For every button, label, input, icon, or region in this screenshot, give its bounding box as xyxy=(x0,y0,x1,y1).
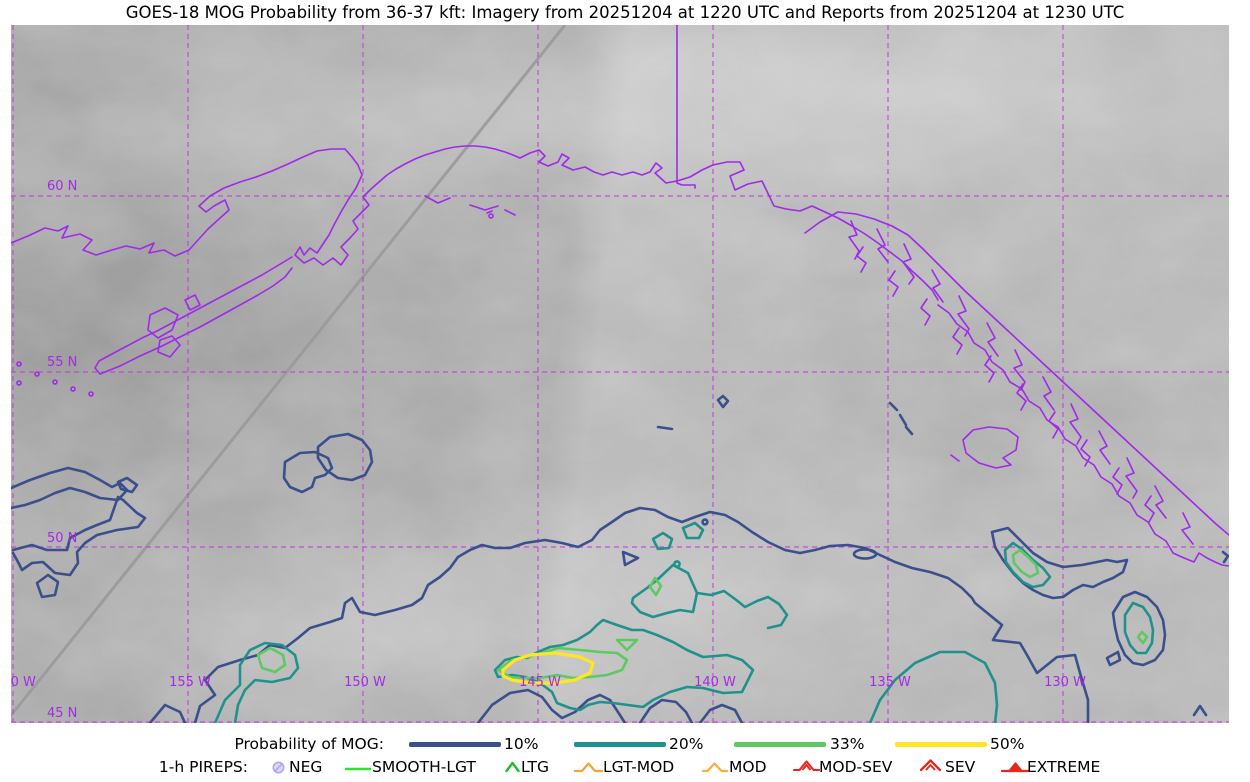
sev-icon xyxy=(919,758,942,777)
pirep-neg-label: NEG xyxy=(289,758,323,776)
pirep-extreme-label: EXTREME xyxy=(1027,758,1101,776)
border-141w xyxy=(676,25,696,189)
cloud-texture-layer xyxy=(11,25,1229,723)
lon-label-135w: 135 W xyxy=(869,675,911,690)
mog-33pct-label: 33% xyxy=(830,735,865,753)
lat-label-50n: 50 N xyxy=(47,531,78,546)
mod-icon xyxy=(701,759,729,778)
pirep-sev-label: SEV xyxy=(945,758,976,776)
mog-50pct-line xyxy=(895,742,987,747)
mog-33pct-line xyxy=(734,742,826,747)
pireps-legend-title: 1-h PIREPS: xyxy=(158,758,248,776)
pirep-ltg-label: LTG xyxy=(521,758,549,776)
page-title: GOES-18 MOG Probability from 36-37 kft: … xyxy=(125,3,1125,22)
contour-10pct xyxy=(11,394,1229,723)
mog-50pct-label: 50% xyxy=(990,735,1025,753)
smooth-lgt-icon xyxy=(344,760,372,779)
lgt-mod-icon xyxy=(573,759,604,778)
neg-icon xyxy=(270,759,287,780)
pirep-mod-label: MOD xyxy=(729,758,767,776)
map-canvas: 60 N 55 N 50 N 45 N 160 W 155 W 150 W 14… xyxy=(11,25,1229,723)
mod-sev-icon xyxy=(792,758,821,777)
pirep-lgt-mod-label: LGT-MOD xyxy=(603,758,675,776)
pirep-smooth-lgt-label: SMOOTH-LGT xyxy=(372,758,476,776)
lon-label-160w: 160 W xyxy=(11,675,36,690)
lat-label-60n: 60 N xyxy=(47,179,78,194)
map-graphics xyxy=(11,25,1229,723)
mog-legend-title: Probability of MOG: xyxy=(234,735,384,753)
lat-label-55n: 55 N xyxy=(47,355,78,370)
mog-10pct-line xyxy=(409,742,501,747)
mog-20pct-label: 20% xyxy=(669,735,704,753)
lon-label-130w: 130 W xyxy=(1044,675,1086,690)
lat-label-45n: 45 N xyxy=(47,706,78,721)
gridline-layer xyxy=(11,25,1229,723)
mog-20pct-line xyxy=(574,742,666,747)
lon-label-155w: 155 W xyxy=(169,675,211,690)
mog-10pct-label: 10% xyxy=(504,735,539,753)
coastline-layer xyxy=(11,25,1229,567)
ltg-icon xyxy=(504,759,521,778)
lon-label-145w: 145 W xyxy=(519,675,561,690)
lon-label-150w: 150 W xyxy=(344,675,386,690)
extreme-icon xyxy=(1000,759,1031,778)
lon-label-140w: 140 W xyxy=(694,675,736,690)
pirep-mod-sev-label: MOD-SEV xyxy=(819,758,893,776)
contour-50pct xyxy=(501,651,595,685)
scanline-diagonal xyxy=(11,25,567,718)
